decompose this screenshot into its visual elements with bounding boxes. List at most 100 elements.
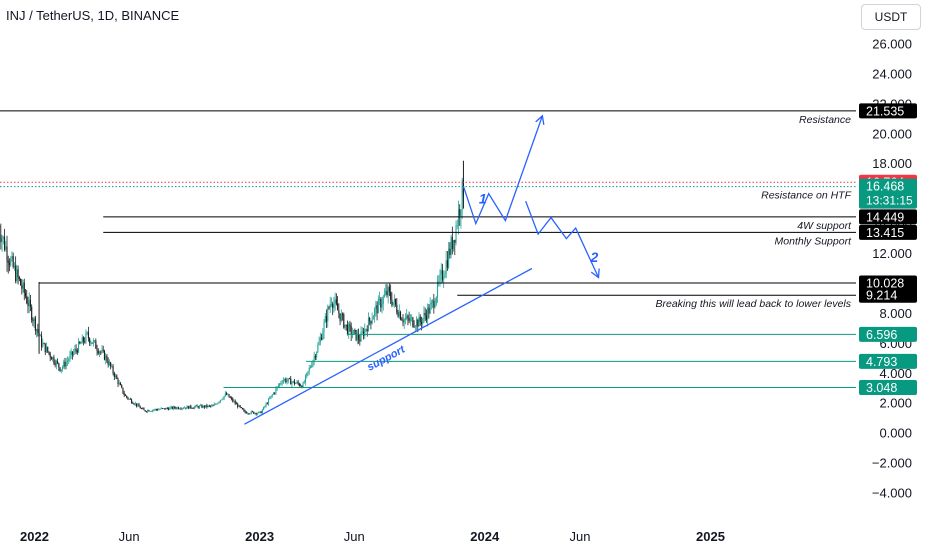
candle-body xyxy=(399,311,402,320)
scenario-2-path[interactable] xyxy=(525,200,600,278)
candle-body xyxy=(264,406,266,408)
candle-body xyxy=(201,405,203,408)
price-label-text: 4.793 xyxy=(866,355,897,369)
candle-body xyxy=(160,408,162,410)
scenario-1-path[interactable] xyxy=(462,115,544,226)
candle-body xyxy=(244,410,246,413)
candle-body xyxy=(58,363,60,368)
candle-body xyxy=(432,300,434,303)
candle-body xyxy=(205,405,207,408)
symbol-title[interactable]: INJ / TetherUS, 1D, BINANCE xyxy=(6,8,180,23)
candle-body xyxy=(132,402,134,404)
candle-body xyxy=(82,337,85,342)
candle-body xyxy=(371,319,373,324)
candle-body xyxy=(126,395,128,398)
candle-body xyxy=(139,406,141,409)
candle-body xyxy=(324,316,326,323)
candle-body xyxy=(333,303,335,308)
candle-body xyxy=(217,402,219,404)
candle-body xyxy=(423,313,425,319)
price-label-text: 14.449 xyxy=(866,210,904,224)
candle-body xyxy=(54,362,56,366)
candle-body xyxy=(280,383,282,385)
candle-body xyxy=(369,317,371,322)
x-tick-label: Jun xyxy=(119,529,140,544)
candle-body xyxy=(43,343,45,345)
candle-body xyxy=(461,180,463,211)
candle-body xyxy=(267,399,270,404)
candle-body xyxy=(16,269,18,281)
candle-body xyxy=(75,348,77,351)
candle-body xyxy=(148,410,150,412)
support-trendline[interactable] xyxy=(244,267,533,425)
candle-body xyxy=(270,395,272,399)
candle-body xyxy=(240,407,242,408)
candle-body xyxy=(444,273,446,278)
candle-body xyxy=(235,403,238,405)
candle-body xyxy=(111,366,113,368)
candle-body xyxy=(214,404,217,405)
candle-body xyxy=(285,379,287,383)
y-tick-label: −4.000 xyxy=(872,486,912,501)
candle-body xyxy=(338,310,340,314)
candle-body xyxy=(329,304,331,308)
candle-body xyxy=(91,342,93,344)
candle-body xyxy=(424,313,426,316)
candle-body xyxy=(86,332,88,334)
candle-body xyxy=(49,353,51,358)
y-tick-label: 2.000 xyxy=(879,396,912,411)
candle-body xyxy=(393,299,395,303)
price-label xyxy=(859,224,917,240)
price-label-text: 16.468 xyxy=(866,180,904,194)
price-label-text: 10.028 xyxy=(866,277,904,291)
candle-body xyxy=(251,411,254,413)
candle-body xyxy=(50,357,52,360)
candle-body xyxy=(200,405,202,407)
candle-body xyxy=(456,225,458,226)
candle-body xyxy=(375,305,377,310)
x-tick-label: 2025 xyxy=(696,529,725,544)
candle-body xyxy=(392,302,394,306)
candle-body xyxy=(304,375,307,383)
candle-body xyxy=(362,331,365,337)
candle-body xyxy=(350,326,352,335)
candle-body xyxy=(391,299,393,306)
candle-body xyxy=(71,351,73,355)
candle-body xyxy=(90,342,92,344)
candle-body xyxy=(420,321,423,324)
candle-body xyxy=(108,362,110,365)
candle-body xyxy=(309,367,312,368)
candle-body xyxy=(137,404,139,406)
candle-body xyxy=(48,351,50,354)
candle-body xyxy=(239,405,241,408)
candle-body xyxy=(180,408,182,410)
candle-body xyxy=(134,403,136,405)
candle-body xyxy=(208,405,210,407)
candle-body xyxy=(26,296,28,304)
candle-body xyxy=(292,380,294,383)
candle-body xyxy=(282,380,284,383)
candle-body xyxy=(17,269,19,278)
candle-body xyxy=(427,307,429,320)
candle-body xyxy=(85,333,87,342)
candle-body xyxy=(1,238,3,243)
candle-body xyxy=(80,343,82,345)
candle-body xyxy=(387,287,389,296)
candle-body xyxy=(321,337,323,340)
candle-body xyxy=(428,307,430,314)
candle-body xyxy=(238,405,240,407)
candle-body xyxy=(195,405,197,407)
time-axis[interactable]: 2022 Jun 2023 Jun 2024 Jun 2025 xyxy=(20,529,725,544)
candle-body xyxy=(168,408,170,410)
candle-body xyxy=(174,406,176,408)
candle-body xyxy=(39,335,41,337)
currency-button[interactable]: USDT xyxy=(861,4,921,30)
candle-body xyxy=(149,411,151,412)
candle-body xyxy=(142,408,144,410)
candle-body xyxy=(386,290,388,296)
candle-body xyxy=(419,316,421,322)
candle-body xyxy=(185,407,187,409)
candle-body xyxy=(372,316,374,320)
candle-body xyxy=(101,349,103,352)
